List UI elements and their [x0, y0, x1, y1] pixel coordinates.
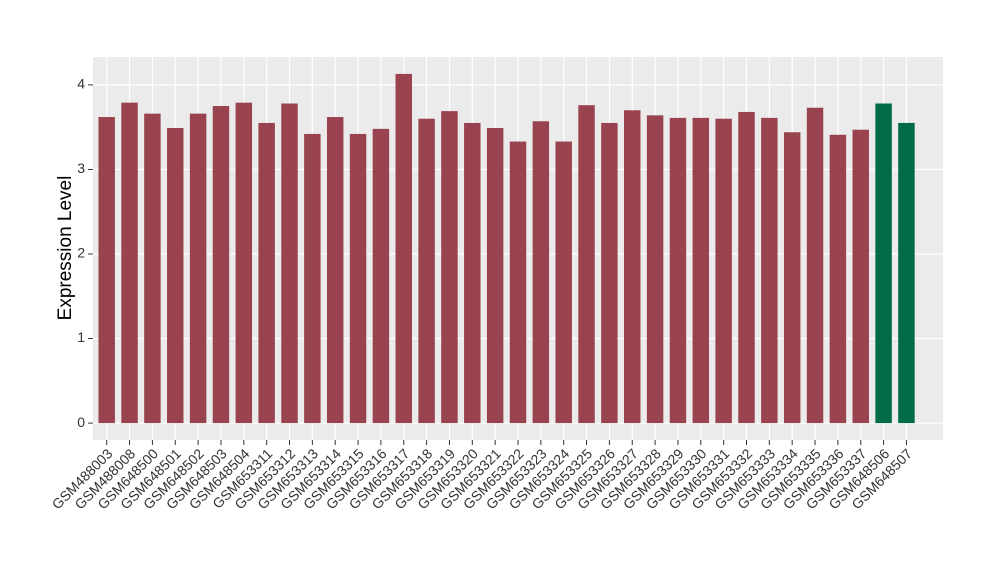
bar: [692, 117, 710, 424]
bar: [829, 134, 847, 424]
bar: [509, 141, 527, 424]
bar: [98, 117, 115, 424]
y-tick-label: 1: [77, 329, 85, 345]
bar: [418, 118, 435, 424]
bar: [806, 107, 824, 424]
bar: [349, 133, 367, 424]
bar: [304, 133, 321, 424]
bar: [532, 121, 550, 424]
bar: [326, 117, 344, 424]
bar: [761, 117, 778, 424]
bar: [715, 118, 732, 424]
y-tick-label: 2: [77, 245, 85, 261]
bar: [738, 111, 755, 424]
y-tick-label: 3: [77, 160, 85, 176]
bar: [121, 102, 138, 424]
bar: [144, 113, 161, 424]
bar: [258, 122, 275, 424]
bar: [669, 117, 687, 424]
bar: [898, 122, 915, 424]
y-tick-label: 4: [77, 76, 85, 92]
bar: [235, 102, 253, 424]
bar: [464, 122, 481, 424]
y-axis-title: Expression Level: [55, 176, 76, 321]
bar: [189, 113, 207, 424]
bar: [555, 141, 572, 424]
bar: [578, 105, 595, 424]
bar: [395, 73, 412, 424]
bar: [441, 111, 458, 424]
bar: [212, 106, 230, 424]
bar: [372, 128, 390, 424]
y-tick-label: 0: [77, 414, 85, 430]
bar: [281, 103, 298, 424]
bar: [646, 115, 664, 424]
bar: [486, 128, 504, 424]
bar: [167, 128, 184, 424]
bar: [852, 129, 869, 424]
bar: [624, 110, 641, 424]
bar: [783, 132, 801, 424]
bar: [601, 122, 618, 424]
bar: [875, 103, 892, 424]
